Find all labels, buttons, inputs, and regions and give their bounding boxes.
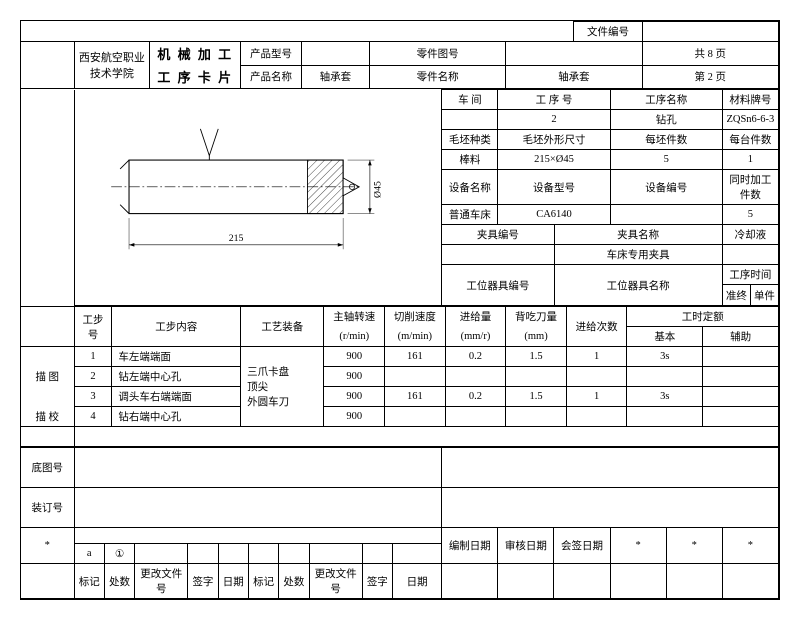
footer-date: 日期: [218, 564, 248, 599]
col-quota-base: 基本: [627, 327, 703, 347]
info-table: 215 Ø45 车 间 工 序 号 工序名称 材料牌号 2 钻孔 ZQSn6-6…: [21, 89, 779, 306]
footer-a: a: [74, 544, 104, 564]
product-model-label: 产品型号: [241, 42, 302, 66]
col-cut-speed: 切削速度: [385, 307, 446, 327]
blank-type-label: 毛坯种类: [442, 130, 498, 150]
part-name-value: 轴承套: [506, 65, 642, 89]
footer-sign2: 签字: [362, 564, 392, 599]
footer-sign: 签字: [188, 564, 218, 599]
col-quota-aux: 辅助: [703, 327, 779, 347]
star: *: [21, 528, 74, 564]
time-unit-label: 单件: [750, 285, 778, 305]
approve-date: 会签日期: [554, 528, 610, 564]
col-content: 工步内容: [112, 307, 241, 347]
dim-length: 215: [228, 233, 243, 244]
concurrent-label: 同时加工件数: [722, 170, 778, 205]
fixture-name-label: 夹具名称: [554, 225, 722, 245]
fixture-name-value: 车床专用夹具: [554, 245, 722, 265]
col-depth: 背吃刀量: [506, 307, 567, 327]
check-label: 描 校: [21, 407, 74, 427]
per-blank-value: 5: [610, 150, 722, 170]
equipment-cell: 三爪卡盘 顶尖 外圆车刀: [241, 347, 324, 427]
fixture-no-value: [442, 245, 554, 265]
table-row: 3 调头车右端端面 900 161 0.2 1.5 1 3s: [21, 387, 779, 407]
sketch-label: 描 图: [21, 367, 74, 387]
doc-no-label: 文件编号: [574, 22, 642, 42]
part-name-label: 零件名称: [369, 65, 505, 89]
blank-dim-label: 毛坯外形尺寸: [498, 130, 610, 150]
card-title-1: 机 械 加 工: [150, 42, 241, 66]
page-no: 第 2 页: [642, 65, 778, 89]
card-title-2: 工 序 卡 片: [150, 65, 241, 89]
blank-type-value: 棒料: [442, 150, 498, 170]
table-row: 描 图 2 钻左端中心孔 900: [21, 367, 779, 387]
col-step-no: 工步号: [74, 307, 112, 347]
blank-dim-value: 215×Ø45: [498, 150, 610, 170]
part-drawing-label: 零件图号: [369, 42, 505, 66]
product-name-value: 轴承套: [301, 65, 369, 89]
dim-dia: Ø45: [372, 181, 383, 198]
technical-drawing: 215 Ø45: [74, 90, 442, 306]
part-drawing-value: [506, 42, 642, 66]
equip-no-value: [610, 205, 722, 225]
col-quota: 工时定额: [627, 307, 779, 327]
per-unit-value: 1: [722, 150, 778, 170]
product-name-label: 产品名称: [241, 65, 302, 89]
col-spindle: 主轴转速: [324, 307, 385, 327]
coolant-value: [722, 245, 778, 265]
time-prep-label: 准终: [723, 285, 751, 305]
footer-table: 底图号 装订号 * 编制日期 审核日期 会签日期 * * * a ① 标记 处数…: [21, 447, 779, 599]
footer-count: 处数: [104, 564, 134, 599]
col-feed: 进给量: [445, 307, 506, 327]
footer-date2: 日期: [392, 564, 441, 599]
compile-date: 编制日期: [442, 528, 498, 564]
equip-model-label: 设备型号: [498, 170, 610, 205]
workshop-label: 车 间: [442, 90, 498, 110]
footer-mark: 标记: [74, 564, 104, 599]
table-row: 1 车左端端面 三爪卡盘 顶尖 外圆车刀 900 161 0.2 1.5 1 3…: [21, 347, 779, 367]
tool-no-label: 工位器具编号: [442, 265, 554, 306]
tool-name-label: 工位器具名称: [554, 265, 722, 306]
col-passes: 进给次数: [566, 307, 627, 347]
doc-no-value: [642, 22, 778, 42]
institution: 西安航空职业技术学院: [74, 42, 150, 89]
equip-model-value: CA6140: [498, 205, 610, 225]
col-spindle-unit: (r/min): [324, 327, 385, 347]
review-date: 审核日期: [498, 528, 554, 564]
footer-circle1: ①: [104, 544, 134, 564]
col-equipment: 工艺装备: [241, 307, 324, 347]
fixture-no-label: 夹具编号: [442, 225, 554, 245]
col-cut-speed-unit: (m/min): [385, 327, 446, 347]
equip-name-value: 普通车床: [442, 205, 498, 225]
steps-table: 工步号 工步内容 工艺装备 主轴转速 切削速度 进给量 背吃刀量 进给次数 工时…: [21, 306, 779, 447]
coolant-label: 冷却液: [722, 225, 778, 245]
time-label: 工序时间: [722, 265, 778, 285]
col-feed-unit: (mm/r): [445, 327, 506, 347]
bind-no-label: 装订号: [21, 488, 74, 528]
process-no-label: 工 序 号: [498, 90, 610, 110]
header-table: 文件编号 西安航空职业技术学院 机 械 加 工 产品型号 零件图号 共 8 页 …: [21, 21, 779, 89]
process-card-sheet: 文件编号 西安航空职业技术学院 机 械 加 工 产品型号 零件图号 共 8 页 …: [20, 20, 780, 600]
product-model-value: [301, 42, 369, 66]
equip-no-label: 设备编号: [610, 170, 722, 205]
col-depth-unit: (mm): [506, 327, 567, 347]
per-blank-label: 每坯件数: [610, 130, 722, 150]
equip-name-label: 设备名称: [442, 170, 498, 205]
footer-change-doc: 更改文件号: [135, 564, 188, 599]
concurrent-value: 5: [722, 205, 778, 225]
per-unit-label: 每台件数: [722, 130, 778, 150]
material-label: 材料牌号: [722, 90, 778, 110]
footer-count2: 处数: [279, 564, 309, 599]
workshop-value: [442, 110, 498, 130]
process-name-label: 工序名称: [610, 90, 722, 110]
base-no-label: 底图号: [21, 448, 74, 488]
footer-mark2: 标记: [248, 564, 278, 599]
material-value: ZQSn6-6-3: [722, 110, 778, 130]
process-no-value: 2: [498, 110, 610, 130]
total-pages: 共 8 页: [642, 42, 778, 66]
table-row: 描 校 4 钻右端中心孔 900: [21, 407, 779, 427]
process-name-value: 钻孔: [610, 110, 722, 130]
footer-change-doc2: 更改文件号: [309, 564, 362, 599]
